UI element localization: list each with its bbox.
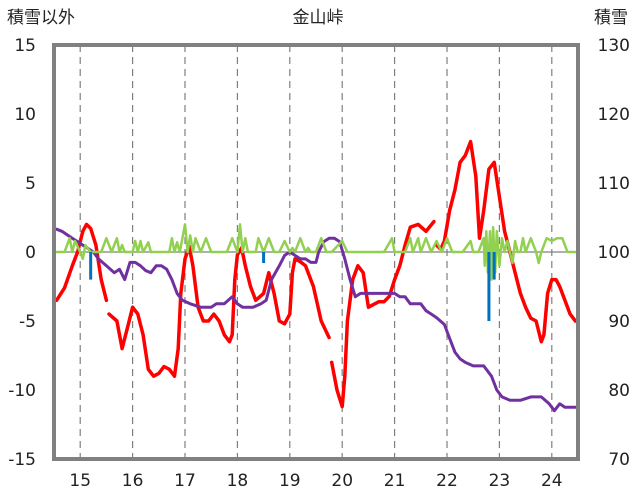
left-axis-label: 積雪以外 bbox=[7, 8, 75, 28]
x-tick-label: 15 bbox=[69, 471, 91, 491]
x-tick-label: 22 bbox=[436, 471, 458, 491]
x-tick-label: 24 bbox=[541, 471, 563, 491]
left-y-tick-label: 15 bbox=[14, 36, 36, 56]
series-line-2 bbox=[55, 223, 577, 281]
left-y-tick-label: -10 bbox=[8, 381, 36, 401]
x-tick-label: 21 bbox=[384, 471, 406, 491]
series-line-1 bbox=[55, 227, 577, 413]
series-line-0 bbox=[107, 244, 331, 378]
series-line-0 bbox=[329, 219, 436, 409]
left-y-tick-label: 10 bbox=[14, 105, 36, 125]
chart-title: 金山峠 bbox=[293, 8, 344, 28]
right-y-tick-label: 80 bbox=[608, 381, 630, 401]
x-tick-label: 20 bbox=[331, 471, 353, 491]
x-tick-label: 19 bbox=[279, 471, 301, 491]
x-tick-label: 17 bbox=[174, 471, 196, 491]
x-tick-label: 16 bbox=[122, 471, 144, 491]
x-tick-label: 23 bbox=[489, 471, 511, 491]
series-line-0 bbox=[54, 222, 109, 303]
right-y-tick-label: 130 bbox=[598, 36, 630, 56]
plot-area: 15 10 5 0 -5 -10 -15 130 120 110 100 90 80 70 15 16 17 18… bbox=[8, 36, 630, 491]
plot-frame bbox=[52, 43, 580, 461]
right-y-tick-label: 120 bbox=[598, 105, 630, 125]
right-y-tick-label: 70 bbox=[608, 450, 630, 470]
right-y-tick-label: 90 bbox=[608, 312, 630, 332]
right-y-tick-label: 110 bbox=[598, 174, 630, 194]
left-y-tick-label: 5 bbox=[25, 174, 36, 194]
x-tick-label: 18 bbox=[227, 471, 249, 491]
right-axis-label: 積雪 bbox=[594, 8, 628, 28]
left-y-tick-label: -5 bbox=[19, 312, 36, 332]
left-y-tick-label: 0 bbox=[25, 243, 36, 263]
left-y-tick-label: -15 bbox=[8, 450, 36, 470]
right-y-tick-label: 100 bbox=[598, 243, 630, 263]
